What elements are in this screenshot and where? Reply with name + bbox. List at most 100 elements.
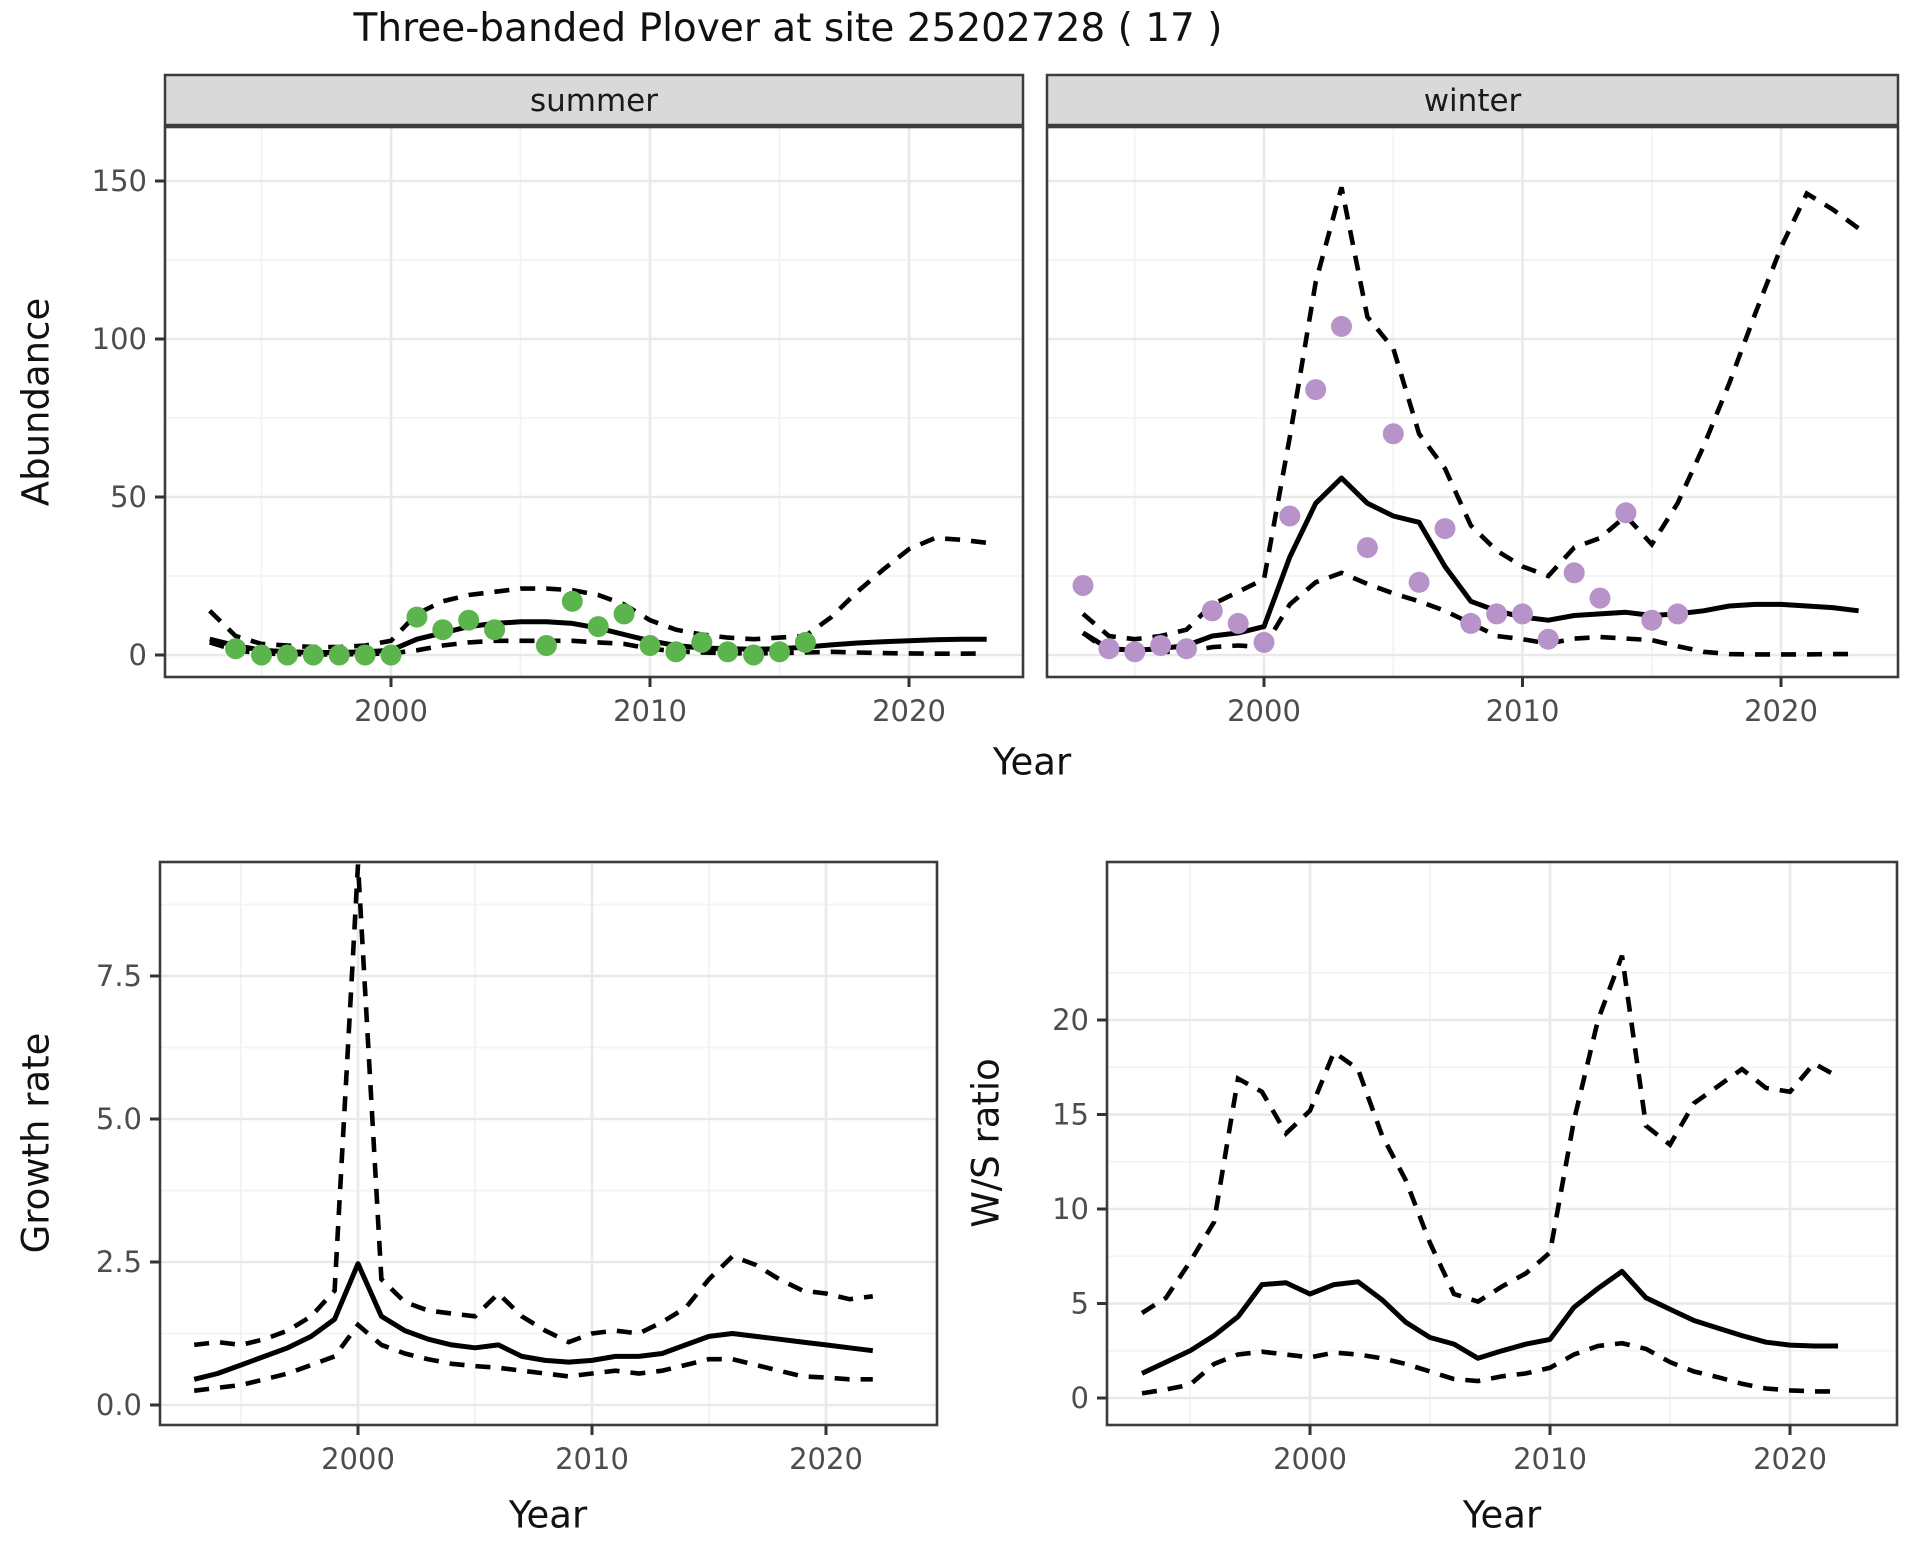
y-tick-label: 0	[1071, 1381, 1089, 1415]
data-point	[406, 606, 428, 628]
data-point	[691, 631, 713, 653]
data-point	[484, 619, 506, 641]
gridlines	[1107, 862, 1897, 1425]
panel-winter: winter 2000 2010 2020	[1045, 73, 1900, 728]
x-tick-label: 2000	[321, 1442, 395, 1476]
x-axis-label-top: Year	[992, 740, 1072, 784]
data-point	[1434, 518, 1456, 540]
data-point	[613, 603, 635, 625]
y-tick-label: 100	[92, 322, 147, 356]
panel-ws: 2000 2010 2020 0 5 10 15 20	[1052, 860, 1899, 1476]
data-point	[794, 631, 816, 653]
data-point	[1667, 603, 1689, 625]
data-point	[1382, 423, 1404, 445]
x-tick-label: 2010	[1486, 694, 1560, 728]
y-tick-label: 20	[1052, 1003, 1089, 1037]
upper-ci-line	[1140, 954, 1840, 1315]
panel-border	[163, 125, 1025, 679]
axis-ticks: 2000 2010 2020 0 5 10 15 20	[1052, 1003, 1827, 1476]
panel-growth: 2000 2010 2020 0.0 2.5 5.0 7.5	[96, 860, 939, 1476]
y-tick-label: 5	[1071, 1287, 1089, 1321]
data-point	[1356, 537, 1378, 559]
x-tick-label: 2020	[1753, 1442, 1827, 1476]
axis-ticks: 2000 2010 2020	[1227, 677, 1818, 728]
data-point	[1486, 603, 1508, 625]
winter-points	[1072, 315, 1689, 663]
x-tick-label: 2000	[1273, 1442, 1347, 1476]
data-point	[1124, 641, 1146, 663]
data-point	[1253, 631, 1275, 653]
x-tick-label: 2020	[1744, 694, 1818, 728]
data-point	[1072, 575, 1094, 596]
x-tick-label: 2020	[789, 1442, 863, 1476]
axis-ticks: 2000 2010 2020 0 50 100 150	[92, 164, 946, 728]
lower-ci-line	[193, 1321, 873, 1393]
y-tick-label: 0.0	[96, 1388, 142, 1422]
data-point	[432, 619, 454, 641]
y-tick-label: 0	[129, 638, 147, 672]
upper-ci-line	[193, 864, 874, 1348]
data-point	[1098, 638, 1120, 660]
data-point	[665, 641, 687, 663]
lower-ci-line	[1081, 570, 1859, 657]
data-point	[1331, 315, 1352, 337]
data-point	[354, 644, 376, 666]
data-point	[1615, 502, 1637, 524]
y-tick-label: 150	[92, 164, 147, 198]
facet-strip-label: winter	[1424, 83, 1522, 119]
y-tick-label: 5.0	[96, 1102, 142, 1136]
data-point	[276, 644, 298, 666]
data-point	[639, 635, 661, 656]
data-point	[535, 635, 557, 656]
data-point	[1537, 628, 1559, 650]
panel-summer: summer 2000 2010 2020 0 50 100 150	[92, 73, 1025, 728]
data-point	[302, 644, 324, 666]
data-point	[1563, 562, 1585, 584]
x-axis-label-ws: Year	[1462, 1493, 1542, 1537]
data-point	[1641, 609, 1663, 631]
data-point	[328, 644, 350, 666]
facet-strip	[163, 73, 1025, 127]
axis-ticks: 2000 2010 2020 0.0 2.5 5.0 7.5	[96, 959, 863, 1476]
data-point	[1279, 505, 1301, 527]
x-tick-label: 2010	[1513, 1442, 1587, 1476]
data-point	[1227, 612, 1249, 634]
panel-border	[158, 860, 939, 1427]
data-point	[1305, 379, 1327, 401]
data-point	[458, 609, 480, 631]
data-point	[1201, 600, 1223, 622]
gridlines	[1047, 127, 1898, 677]
data-point	[743, 644, 765, 666]
data-point	[769, 641, 790, 663]
y-tick-label: 15	[1052, 1098, 1089, 1132]
panel-border	[1045, 125, 1900, 679]
y-tick-label: 7.5	[96, 959, 142, 993]
x-tick-label: 2010	[555, 1442, 629, 1476]
data-point	[587, 616, 609, 638]
x-tick-label: 2000	[354, 694, 428, 728]
facet-strip-label: summer	[530, 83, 658, 119]
x-axis-label-growth: Year	[508, 1493, 588, 1537]
x-tick-label: 2000	[1227, 694, 1301, 728]
data-point	[1150, 635, 1172, 656]
series	[1140, 954, 1840, 1396]
data-point	[380, 644, 402, 666]
fit-line	[1140, 1268, 1838, 1376]
fit-line	[1081, 475, 1859, 653]
gridlines	[165, 127, 1023, 677]
x-tick-label: 2010	[613, 694, 687, 728]
data-point	[225, 638, 247, 660]
data-point	[717, 641, 739, 663]
gridlines	[160, 862, 937, 1425]
data-point	[1460, 612, 1482, 634]
upper-ci-line	[1081, 186, 1860, 642]
facet-strip	[1045, 73, 1900, 127]
y-tick-label: 10	[1052, 1192, 1089, 1226]
data-point	[1408, 571, 1430, 593]
y-tick-label: 2.5	[96, 1245, 142, 1279]
data-point	[561, 590, 583, 612]
series	[1072, 186, 1860, 663]
x-tick-label: 2020	[872, 694, 946, 728]
chart-title: Three-banded Plover at site 25202728 ( 1…	[353, 6, 1223, 51]
